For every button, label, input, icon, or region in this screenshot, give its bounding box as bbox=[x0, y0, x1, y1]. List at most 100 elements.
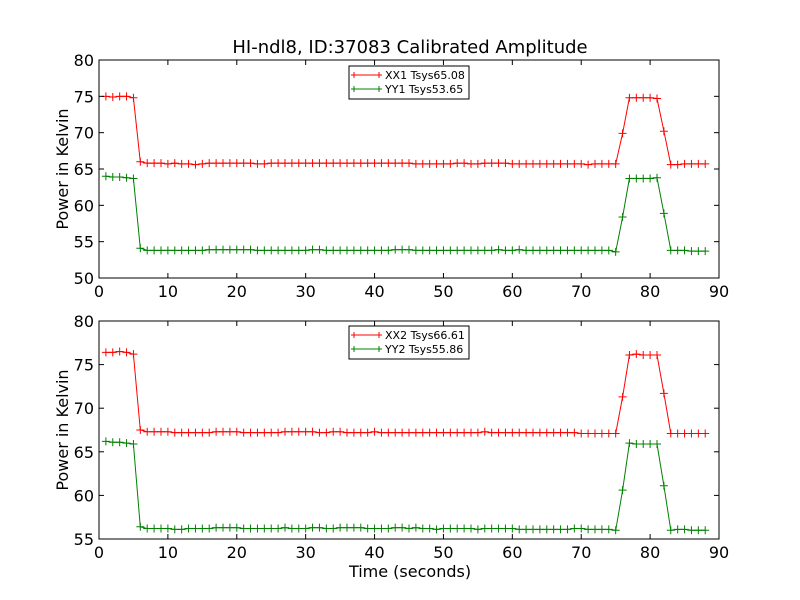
top-series-1-point bbox=[542, 246, 551, 255]
bottom-series-1-point bbox=[377, 524, 386, 533]
bottom-series-1-point bbox=[405, 524, 413, 533]
top-series-1-point bbox=[529, 246, 537, 255]
bottom-series-0-point bbox=[529, 428, 537, 437]
top-panel: 0 10 20 30 40 50 60 70 80 90 50 55 60 65 70 75 80 Power … bbox=[53, 51, 729, 301]
top-series-1-point bbox=[411, 246, 420, 255]
top-series-0-point bbox=[287, 159, 296, 168]
bottom-series-0-point bbox=[653, 351, 661, 360]
bottom-series-1-point bbox=[653, 439, 661, 448]
bottom-series-0-point bbox=[294, 427, 303, 436]
top-series-0-point bbox=[556, 159, 565, 168]
top-series-1-point bbox=[170, 246, 179, 255]
bottom-series-0-point bbox=[680, 429, 689, 438]
bottom-series-1-point bbox=[659, 481, 668, 490]
top-series-1-point bbox=[115, 172, 124, 181]
top-xtick-label: 40 bbox=[364, 282, 384, 301]
top-series-1-point bbox=[577, 246, 586, 255]
top-series-0-point bbox=[301, 159, 310, 168]
bottom-series-1-point bbox=[136, 522, 145, 531]
top-xtick-label: 60 bbox=[502, 282, 522, 301]
top-series-0-point bbox=[446, 159, 455, 168]
bottom-series-0-point bbox=[212, 427, 221, 436]
bottom-xtick-label: 70 bbox=[571, 543, 591, 562]
top-series-1-point bbox=[604, 246, 613, 255]
bottom-series-0-point bbox=[611, 429, 620, 438]
top-series-0-point bbox=[473, 159, 482, 168]
bottom-series-0-point bbox=[108, 348, 117, 357]
top-series-1-point bbox=[591, 246, 599, 255]
top-series-0-point bbox=[570, 159, 579, 168]
bottom-series-0-point bbox=[184, 428, 193, 437]
top-xtick-label: 0 bbox=[94, 282, 104, 301]
top-series-1-point bbox=[198, 246, 207, 255]
top-series-1-point bbox=[418, 246, 427, 255]
top-series-0-point bbox=[177, 159, 186, 168]
top-series-1-point bbox=[632, 174, 641, 183]
bottom-series-1-point bbox=[425, 524, 434, 533]
top-series-1-point bbox=[253, 246, 262, 255]
top-series-1-point bbox=[143, 246, 152, 255]
top-series-0-point bbox=[411, 159, 420, 168]
top-series-0-point bbox=[349, 159, 358, 168]
top-ytick-label: 70 bbox=[74, 124, 94, 143]
bottom-series-1-point bbox=[232, 523, 241, 532]
top-series-1-point bbox=[246, 245, 255, 254]
top-series-0-point bbox=[267, 159, 276, 168]
top-series-1-point bbox=[308, 245, 317, 254]
bottom-series-0-point bbox=[515, 428, 524, 437]
top-series-0-point bbox=[163, 159, 172, 168]
bottom-series-0-point bbox=[232, 427, 241, 436]
bottom-series-0-point bbox=[535, 428, 544, 437]
top-series-1-point bbox=[177, 246, 186, 255]
bottom-series-1-point bbox=[343, 523, 351, 532]
top-series-0-point bbox=[239, 159, 248, 168]
bottom-series-1-point bbox=[349, 523, 358, 532]
bottom-series-0-point bbox=[363, 428, 372, 437]
top-series-1-point bbox=[597, 246, 606, 255]
bottom-series-0-point bbox=[157, 427, 165, 436]
top-series-1-point bbox=[694, 247, 703, 256]
bottom-series-0-point bbox=[267, 428, 276, 437]
top-series-1-point bbox=[294, 246, 303, 255]
top-series-0-point bbox=[191, 160, 200, 169]
top-series-1-point bbox=[453, 246, 462, 255]
top-series-0-point bbox=[108, 93, 117, 102]
bottom-series-1-point bbox=[522, 525, 531, 534]
bottom-legend-label: XX2 Tsys66.61 bbox=[385, 329, 465, 342]
bottom-series-1-point bbox=[122, 439, 131, 448]
top-series-1-point bbox=[425, 246, 434, 255]
bottom-series-0-point bbox=[274, 428, 283, 437]
top-series-0-point bbox=[625, 93, 634, 102]
top-legend-box bbox=[348, 65, 470, 100]
top-series-0-point bbox=[639, 93, 648, 102]
top-series-1-point bbox=[157, 246, 165, 255]
bottom-series-1-point bbox=[563, 525, 572, 534]
bottom-series-0-point bbox=[225, 427, 234, 436]
top-series-0-point bbox=[611, 159, 620, 168]
top-series-1-point bbox=[480, 246, 489, 255]
bottom-series-1-point bbox=[219, 523, 227, 532]
bottom-series-1-point bbox=[336, 523, 345, 532]
top-ytick-label: 50 bbox=[74, 269, 94, 288]
top-series-0-point bbox=[646, 93, 655, 102]
top-ytick-label: 80 bbox=[74, 51, 94, 70]
bottom-series-0-point bbox=[494, 428, 503, 437]
top-series-1-point bbox=[508, 246, 517, 255]
top-legend-marker bbox=[351, 72, 382, 78]
top-series-1-point bbox=[150, 246, 159, 255]
bottom-series-0-point bbox=[604, 429, 613, 438]
bottom-series-0-point bbox=[287, 427, 296, 436]
bottom-ytick-label: 60 bbox=[74, 486, 94, 505]
bottom-series-1-point bbox=[701, 526, 710, 535]
bottom-series-1-point bbox=[101, 437, 110, 446]
bottom-series-1-point bbox=[439, 524, 448, 533]
bottom-series-1-point bbox=[611, 526, 620, 535]
bottom-series-0-point bbox=[659, 389, 668, 398]
top-panel-marks bbox=[101, 92, 710, 256]
top-series-1-point bbox=[260, 246, 269, 255]
bottom-series-1-point bbox=[467, 524, 475, 533]
bottom-series-0-point bbox=[666, 429, 675, 438]
top-series-0-point bbox=[274, 159, 283, 168]
